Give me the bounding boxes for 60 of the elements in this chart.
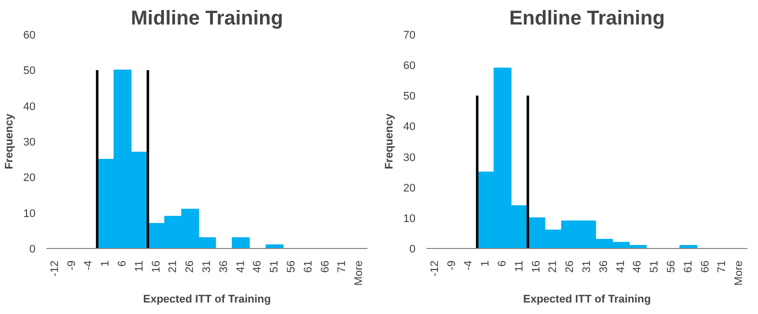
y-tick-label: 10 bbox=[403, 212, 416, 225]
y-tick-label: 30 bbox=[23, 136, 36, 148]
x-tick-label: 36 bbox=[598, 260, 610, 273]
y-tick-label: 0 bbox=[29, 244, 36, 256]
y-axis-title: Frequency bbox=[383, 112, 396, 170]
x-tick-label: 16 bbox=[530, 260, 542, 273]
y-tick-label: 0 bbox=[409, 244, 416, 256]
x-tick-label: 36 bbox=[218, 260, 230, 273]
x-tick-label: -12 bbox=[48, 260, 61, 276]
y-axis-title: Frequency bbox=[3, 112, 16, 170]
x-tick-label: More bbox=[353, 260, 366, 286]
x-tick-label: -4 bbox=[82, 260, 95, 270]
x-tick-label: -9 bbox=[66, 260, 78, 270]
x-tick-label: 71 bbox=[716, 260, 728, 273]
x-tick-label: 66 bbox=[699, 260, 712, 273]
chart-title: Endline Training bbox=[509, 8, 665, 30]
y-tick-label: 60 bbox=[403, 60, 416, 72]
x-tick-label: 41 bbox=[234, 260, 247, 273]
x-tick-label: -4 bbox=[462, 260, 475, 270]
y-tick-label: 30 bbox=[403, 152, 416, 164]
y-tick-label: 70 bbox=[403, 30, 416, 42]
x-tick-label: -9 bbox=[446, 260, 458, 270]
x-tick-label: 61 bbox=[302, 260, 314, 273]
y-tick-label: 50 bbox=[23, 65, 36, 78]
x-tick-label: 41 bbox=[614, 260, 627, 273]
x-tick-label: 21 bbox=[167, 260, 180, 273]
x-tick-label: 31 bbox=[581, 260, 593, 273]
y-tick-label: 40 bbox=[23, 100, 36, 113]
x-tick-label: 11 bbox=[133, 260, 146, 272]
x-tick-label: 51 bbox=[648, 260, 661, 273]
x-tick-label: 31 bbox=[201, 260, 213, 273]
x-tick-label: 56 bbox=[285, 260, 298, 273]
x-tick-label: 6 bbox=[496, 260, 509, 267]
x-tick-label: 21 bbox=[547, 260, 560, 273]
x-tick-label: 16 bbox=[150, 260, 162, 273]
y-tick-label: 50 bbox=[403, 90, 416, 103]
y-tick-label: 60 bbox=[23, 30, 36, 42]
x-axis-title: Expected ITT of Training bbox=[143, 294, 271, 306]
x-tick-label: 1 bbox=[100, 260, 112, 267]
chart-title: Midline Training bbox=[130, 8, 284, 30]
bar bbox=[232, 237, 250, 248]
x-tick-label: 1 bbox=[480, 260, 492, 267]
x-tick-label: More bbox=[733, 260, 746, 286]
x-tick-label: -12 bbox=[428, 260, 441, 276]
x-tick-label: 56 bbox=[665, 260, 678, 273]
x-tick-label: 71 bbox=[336, 260, 348, 273]
x-axis-title: Expected ITT of Training bbox=[523, 294, 651, 306]
y-tick-label: 20 bbox=[23, 172, 36, 184]
x-tick-label: 66 bbox=[319, 260, 332, 273]
y-tick-label: 20 bbox=[403, 182, 416, 194]
x-tick-label: 46 bbox=[252, 260, 264, 273]
x-tick-label: 11 bbox=[513, 260, 526, 272]
x-tick-label: 26 bbox=[564, 260, 576, 273]
y-tick-label: 10 bbox=[23, 208, 36, 220]
x-tick-label: 26 bbox=[184, 260, 196, 273]
x-tick-label: 46 bbox=[632, 260, 644, 273]
x-tick-label: 6 bbox=[116, 260, 129, 267]
x-tick-label: 61 bbox=[682, 260, 694, 273]
y-tick-label: 40 bbox=[403, 121, 416, 134]
x-tick-label: 51 bbox=[268, 260, 281, 273]
